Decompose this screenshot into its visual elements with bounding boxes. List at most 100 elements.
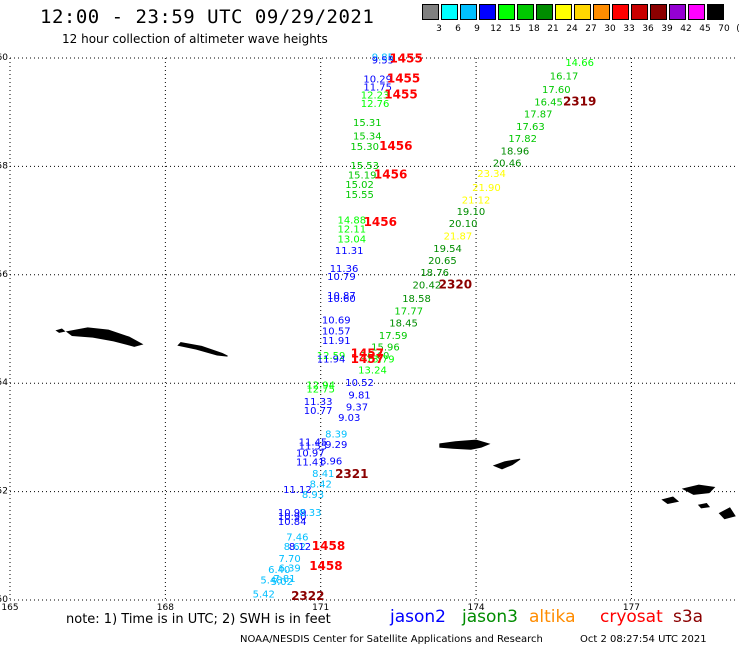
wave-height-label: 5.42 xyxy=(253,589,275,600)
wave-height-label: 11.94 xyxy=(317,355,346,366)
wave-height-label: 20.46 xyxy=(493,158,522,169)
wave-height-label: 11.31 xyxy=(335,246,364,257)
wave-height-label: 18.45 xyxy=(389,318,418,329)
scale-swatch xyxy=(517,4,534,20)
wave-height-label: 9.03 xyxy=(338,413,360,424)
wave-height-label: 11.33 xyxy=(304,397,333,408)
scale-label: 39 xyxy=(661,24,673,34)
scale-swatch xyxy=(669,4,686,20)
wave-height-label: 17.63 xyxy=(516,122,545,133)
wave-height-label: 17.59 xyxy=(379,331,408,342)
wave-height-label: 18.58 xyxy=(402,294,431,305)
scale-swatch xyxy=(536,4,553,20)
scale-label: 42 xyxy=(680,24,692,34)
credit-line: NOAA/NESDIS Center for Satellite Applica… xyxy=(240,634,543,645)
wave-height-label: 15.19 xyxy=(348,170,377,181)
wave-height-label: 5.48 xyxy=(260,576,282,587)
wave-height-label: 8.42 xyxy=(310,479,332,490)
wave-height-label: 15.34 xyxy=(353,131,382,142)
wave-height-label: 10.87 xyxy=(327,291,356,302)
wave-height-label: 21.90 xyxy=(472,183,501,194)
wave-height-label: 10.60 xyxy=(327,294,356,305)
scale-swatch xyxy=(650,4,667,20)
legend-jason2: jason2 xyxy=(390,607,446,627)
land-aleutian-4 xyxy=(697,502,711,509)
scale-swatch xyxy=(460,4,477,20)
scale-swatch xyxy=(441,4,458,20)
scale-label: 70 xyxy=(718,24,730,34)
wave-height-label: 14.88 xyxy=(337,215,366,226)
wave-height-label: 9.55 xyxy=(372,55,394,66)
scale-label: 24 xyxy=(566,24,578,34)
wave-height-label: 9.29 xyxy=(325,440,347,451)
wave-height-label: 19.10 xyxy=(457,207,486,218)
lat-label: 54 xyxy=(0,378,8,388)
wave-height-label: 15.96 xyxy=(371,343,400,354)
wave-height-label: 11.91 xyxy=(322,336,351,347)
scale-swatch xyxy=(574,4,591,20)
scale-swatch xyxy=(498,4,515,20)
wave-height-label: 10.84 xyxy=(278,517,307,528)
pass-time-label: 1456 xyxy=(364,215,397,229)
legend-altika: altika xyxy=(529,607,576,627)
scale-label: 9 xyxy=(474,24,480,34)
legend-s3a: s3a xyxy=(673,607,704,627)
pass-time-label: 1456 xyxy=(374,167,407,181)
wave-height-label: 20.42 xyxy=(413,280,442,291)
wave-height-label: 10.79 xyxy=(327,272,356,283)
pass-time-label: 1458 xyxy=(312,539,345,553)
wave-height-label: 23.34 xyxy=(477,169,506,180)
wave-height-label: 15.31 xyxy=(353,118,382,129)
wave-height-label: 11.55 xyxy=(299,441,328,452)
scale-swatch xyxy=(593,4,610,20)
land-pribilof-west xyxy=(492,458,521,470)
wave-height-label: 10.52 xyxy=(345,378,374,389)
pass-time-label: 1455 xyxy=(389,51,422,65)
scale-swatch xyxy=(422,4,439,20)
wave-height-label: 16.60 xyxy=(361,351,390,362)
pass-time-label: 1455 xyxy=(384,88,417,102)
chart-subtitle: 12 hour collection of altimeter wave hei… xyxy=(62,32,328,46)
wave-height-label: 13.79 xyxy=(366,355,395,366)
wave-height-label: 12.76 xyxy=(361,99,390,110)
pass-time-label: 1457 xyxy=(351,352,384,366)
scale-swatch xyxy=(707,4,724,20)
lat-label: 52 xyxy=(0,487,8,497)
scale-label: 6 xyxy=(455,24,461,34)
wave-height-label: 10.57 xyxy=(322,326,351,337)
scale-label: 30 xyxy=(604,24,616,34)
footnote: note: 1) Time is in UTC; 2) SWH is in fe… xyxy=(66,612,331,627)
scale-label: 27 xyxy=(585,24,597,34)
legend-cryosat: cryosat xyxy=(600,607,663,627)
lat-label: 56 xyxy=(0,270,8,280)
wave-height-label: 11.12 xyxy=(283,485,312,496)
chart-title: 12:00 - 23:59 UTC 09/29/2021 xyxy=(40,6,375,28)
legend-jason3: jason3 xyxy=(462,607,518,627)
wave-height-label: 21.12 xyxy=(462,195,491,206)
wave-height-label: 8.93 xyxy=(302,490,324,501)
scale-label: 15 xyxy=(509,24,521,34)
wave-height-label: 14.66 xyxy=(565,58,594,69)
wave-height-label: 7.81 xyxy=(273,574,295,585)
wave-height-label: 8.33 xyxy=(299,508,321,519)
lon-label: 165 xyxy=(1,603,18,613)
wave-height-label: 17.87 xyxy=(524,110,553,121)
wave-height-label: 8.41 xyxy=(312,469,334,480)
scale-swatch xyxy=(688,4,705,20)
wave-height-label: 19.54 xyxy=(433,244,462,255)
pass-time-label: 1456 xyxy=(379,139,412,153)
wave-height-label: 5.02 xyxy=(271,577,293,588)
wave-height-label: 7.46 xyxy=(286,532,308,543)
wave-height-label: 11.45 xyxy=(299,438,328,449)
pass-time-label: 2322 xyxy=(291,589,324,603)
wave-height-label: 7.70 xyxy=(279,554,301,565)
pass-time-label: 1457 xyxy=(351,347,384,361)
land-pribilof-east xyxy=(439,439,491,450)
lon-label: 168 xyxy=(157,603,174,613)
wave-height-label: 11.36 xyxy=(330,264,359,275)
wave-height-label: 9.81 xyxy=(348,390,370,401)
wave-height-label: 15.53 xyxy=(350,161,379,172)
wave-height-label: 18.76 xyxy=(420,268,449,279)
wave-height-label: 20.10 xyxy=(449,219,478,230)
